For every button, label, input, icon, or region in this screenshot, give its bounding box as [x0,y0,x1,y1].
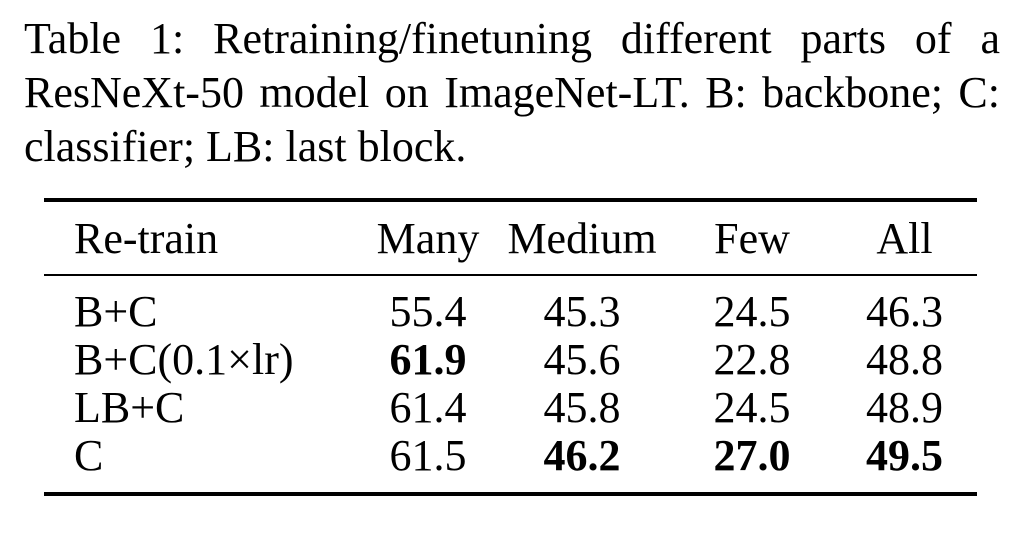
table-row: B+C 55.4 45.3 24.5 46.3 [44,275,977,336]
table-cell: 45.6 [543,335,621,384]
header-few: Few [714,213,790,263]
table-caption: Table 1: Retraining/finetuning different… [24,14,1000,171]
header-many: Many [376,213,480,263]
table-row: C 61.5 46.2 27.0 49.5 [44,432,977,494]
table-row: LB+C 61.4 45.8 24.5 48.9 [44,384,977,432]
table-cell: 45.3 [543,287,621,336]
table-cell: 55.4 [389,287,467,336]
table-header-row: Re-train Many Medium Few All [44,200,977,275]
row-label: B+C(0.1×lr) [74,335,294,384]
header-all: All [876,213,933,263]
table-cell: 24.5 [713,383,791,432]
table-body: B+C 55.4 45.3 24.5 46.3 B+C(0.1×lr) 61.9 45.6 22… [44,275,977,494]
header-medium: Medium [507,213,657,263]
table-cell: 49.5 [866,431,943,480]
table-row: B+C(0.1×lr) 61.9 45.6 22.8 48.8 [44,336,977,384]
row-label: LB+C [74,383,185,432]
table-cell: 46.3 [866,287,943,336]
table-cell: 46.2 [543,431,621,480]
table-cell: 61.4 [389,383,467,432]
table-cell: 48.9 [866,383,943,432]
table-cell: 45.8 [543,383,621,432]
row-label: B+C [74,287,158,336]
table-cell: 61.9 [389,335,467,384]
table-cell: 27.0 [713,431,791,480]
row-label: C [74,431,104,480]
results-table: Re-train Many Medium Few All B+C 55.4 45.3… [44,198,977,496]
table-cell: 22.8 [713,335,791,384]
table-cell: 24.5 [713,287,791,336]
table-cell: 48.8 [866,335,943,384]
table-cell: 61.5 [389,431,467,480]
header-retrain: Re-train [74,213,219,263]
results-table-container: Re-train Many Medium Few All B+C 55.4 45.3… [44,198,977,496]
